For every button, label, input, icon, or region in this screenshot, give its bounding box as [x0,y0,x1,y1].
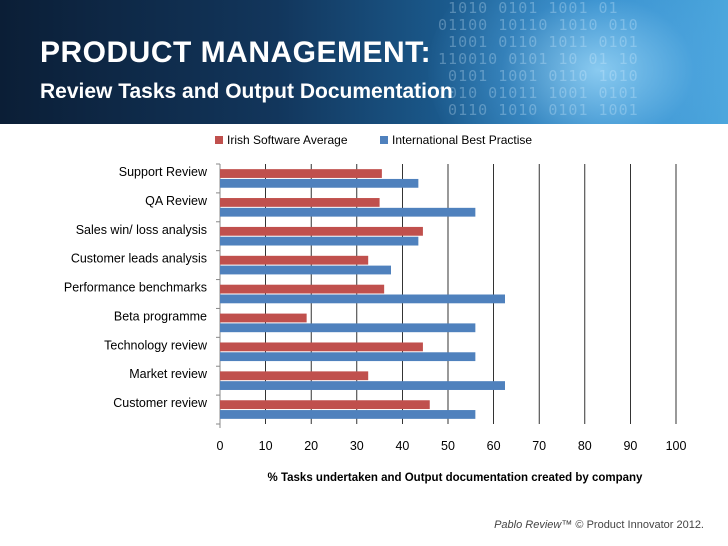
bar [220,313,307,323]
category-label: Sales win/ loss analysis [76,223,207,237]
x-tick-label: 50 [441,439,455,453]
category-label: Market review [129,367,208,381]
bar [220,207,476,217]
header-glow [428,0,728,124]
x-tick-label: 0 [217,439,224,453]
category-label: Customer review [113,396,208,410]
bar [220,284,385,294]
category-label: Customer leads analysis [71,252,207,266]
bar [220,294,505,304]
footer-copyright: © Product Innovator 2012. [572,519,704,531]
category-label: QA Review [145,194,208,208]
category-label: Beta programme [114,309,207,323]
x-tick-label: 10 [259,439,273,453]
header-banner: 1010 0101 1001 01 01100 10110 1010 010 1… [0,0,728,124]
bar [220,178,419,188]
slide-subtitle: Review Tasks and Output Documentation [40,80,453,103]
legend-label: International Best Practise [392,133,532,147]
bar [220,198,380,207]
x-tick-label: 90 [623,439,637,453]
bar [220,400,430,410]
x-tick-label: 100 [666,439,687,453]
x-tick-label: 40 [395,439,409,453]
category-label: Support Review [119,165,208,179]
x-tick-label: 30 [350,439,364,453]
bar [220,236,419,246]
footer-brand: Pablo Review™ [494,519,573,531]
bar [220,410,476,419]
bar [220,323,476,333]
x-tick-label: 60 [487,439,501,453]
x-tick-label: 80 [578,439,592,453]
x-tick-label: 70 [532,439,546,453]
bar [220,226,423,236]
footer-credit: Pablo Review™ © Product Innovator 2012. [494,519,704,531]
x-tick-label: 20 [304,439,318,453]
bar [220,255,369,265]
slide-title: PRODUCT MANAGEMENT: [40,36,432,69]
bar [220,371,369,381]
x-axis-label: % Tasks undertaken and Output documentat… [268,472,643,484]
bar [220,265,391,275]
bar [220,169,382,178]
category-label: Technology review [104,338,208,352]
binary-background-decoration: 1010 0101 1001 01 01100 10110 1010 010 1… [438,0,639,119]
legend-swatch [380,136,388,144]
bar [220,381,505,390]
bar [220,342,423,352]
category-label: Performance benchmarks [64,281,207,295]
bar [220,352,476,362]
legend-label: Irish Software Average [227,133,348,147]
bar-chart: Support Review QA Review Sales win/ loss a… [64,133,687,484]
legend-swatch [215,136,223,144]
